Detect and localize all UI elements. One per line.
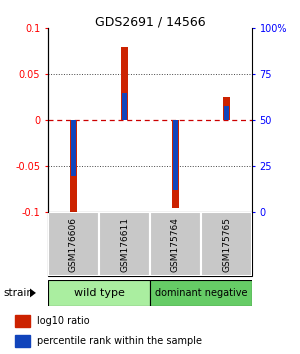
Bar bbox=[70, 120, 77, 212]
Bar bbox=[15, 335, 30, 347]
Text: strain: strain bbox=[3, 288, 33, 298]
Bar bbox=[48, 280, 150, 306]
Bar bbox=[173, 120, 178, 190]
Bar bbox=[150, 212, 201, 276]
Text: GSM176606: GSM176606 bbox=[69, 217, 78, 272]
Text: log10 ratio: log10 ratio bbox=[37, 316, 90, 326]
Text: GDS2691 / 14566: GDS2691 / 14566 bbox=[95, 16, 205, 29]
Bar bbox=[121, 47, 128, 120]
Polygon shape bbox=[30, 289, 36, 297]
Text: GSM175764: GSM175764 bbox=[171, 217, 180, 272]
Text: GSM175765: GSM175765 bbox=[222, 217, 231, 272]
Text: percentile rank within the sample: percentile rank within the sample bbox=[37, 336, 202, 346]
Bar bbox=[223, 97, 230, 120]
Bar bbox=[201, 212, 252, 276]
Bar bbox=[15, 315, 30, 327]
Text: dominant negative: dominant negative bbox=[155, 288, 247, 298]
Bar bbox=[122, 93, 127, 120]
Bar bbox=[150, 280, 252, 306]
Bar bbox=[172, 120, 179, 208]
Text: wild type: wild type bbox=[74, 288, 124, 298]
Bar bbox=[48, 212, 99, 276]
Bar bbox=[224, 105, 229, 120]
Bar bbox=[99, 212, 150, 276]
Text: GSM176611: GSM176611 bbox=[120, 217, 129, 272]
Bar bbox=[71, 120, 76, 176]
